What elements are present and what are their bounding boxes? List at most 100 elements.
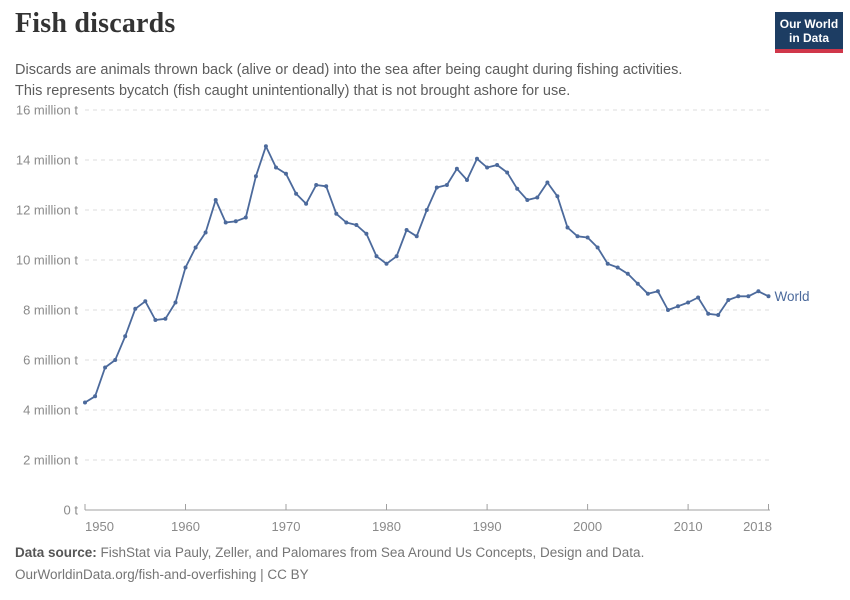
data-point-1958[interactable] — [163, 316, 168, 321]
data-point-1953[interactable] — [113, 358, 118, 362]
data-point-1987[interactable] — [454, 166, 459, 171]
logo-line-1: Our World — [779, 16, 839, 31]
data-point-1997[interactable] — [555, 194, 560, 199]
data-point-1996[interactable] — [545, 180, 550, 185]
data-point-1971[interactable] — [294, 191, 299, 196]
data-point-1954[interactable] — [123, 334, 128, 339]
data-point-2009[interactable] — [676, 304, 680, 309]
data-point-1979[interactable] — [374, 254, 379, 259]
data-point-1965[interactable] — [233, 219, 238, 224]
x-tick-label-2010: 2010 — [674, 519, 703, 534]
data-point-2002[interactable] — [605, 261, 610, 266]
x-tick-label-1980: 1980 — [372, 519, 401, 534]
data-point-1972[interactable] — [304, 201, 309, 206]
data-point-1966[interactable] — [243, 215, 248, 220]
footer-datasource-line: Data source: FishStat via Pauly, Zeller,… — [15, 542, 795, 564]
y-tick-label-10: 10 million t — [16, 253, 79, 268]
data-point-1984[interactable] — [424, 208, 429, 212]
world-series-line[interactable] — [84, 145, 770, 404]
y-tick-label-12: 12 million t — [16, 203, 79, 218]
data-point-1980[interactable] — [384, 261, 389, 266]
x-tick-label-1960: 1960 — [171, 519, 200, 534]
chart-footer: Data source: FishStat via Pauly, Zeller,… — [15, 542, 795, 586]
data-point-1964[interactable] — [223, 220, 228, 225]
x-tick-label-1990: 1990 — [473, 519, 502, 534]
data-point-2017[interactable] — [756, 289, 761, 294]
data-point-2001[interactable] — [595, 245, 600, 250]
data-point-1986[interactable] — [444, 183, 449, 187]
datasource-label: Data source: — [15, 545, 97, 560]
data-point-1995[interactable] — [535, 195, 540, 200]
data-point-1981[interactable] — [394, 254, 399, 259]
data-point-2006[interactable] — [645, 291, 650, 296]
data-point-1989[interactable] — [475, 156, 479, 161]
data-point-1973[interactable] — [314, 183, 319, 187]
data-point-2011[interactable] — [696, 295, 701, 300]
data-point-1976[interactable] — [344, 220, 349, 225]
data-point-1982[interactable] — [404, 228, 409, 232]
y-tick-label-6: 6 million t — [23, 353, 78, 368]
data-point-2012[interactable] — [706, 311, 711, 316]
data-point-1960[interactable] — [183, 265, 188, 270]
data-point-2018[interactable] — [766, 294, 771, 299]
x-tick-label-2018: 2018 — [743, 519, 772, 534]
owid-url-link[interactable]: OurWorldinData.org/fish-and-overfishing — [15, 567, 257, 582]
data-point-1992[interactable] — [505, 170, 510, 175]
y-tick-label-0: 0 t — [64, 503, 79, 518]
subtitle-line-1: Discards are animals thrown back (alive … — [15, 62, 683, 78]
footer-separator: | — [260, 567, 264, 582]
data-point-1994[interactable] — [525, 198, 530, 202]
data-point-1968[interactable] — [263, 144, 268, 149]
data-point-1952[interactable] — [103, 365, 108, 370]
data-point-2008[interactable] — [666, 308, 670, 312]
x-tick-label-1950: 1950 — [85, 519, 114, 534]
data-point-1970[interactable] — [284, 171, 288, 176]
x-tick-label-1970: 1970 — [272, 519, 301, 534]
data-point-1961[interactable] — [193, 245, 198, 250]
data-point-2010[interactable] — [686, 300, 691, 305]
data-point-1990[interactable] — [485, 165, 490, 170]
data-point-1998[interactable] — [565, 225, 570, 230]
y-tick-label-16: 16 million t — [16, 103, 79, 118]
data-point-1999[interactable] — [575, 234, 580, 239]
data-point-1985[interactable] — [434, 185, 439, 190]
data-point-1993[interactable] — [515, 186, 520, 191]
data-point-1975[interactable] — [334, 211, 339, 216]
data-point-2015[interactable] — [736, 294, 741, 299]
license-link[interactable]: CC BY — [267, 567, 309, 582]
data-point-2014[interactable] — [726, 298, 731, 302]
data-point-2007[interactable] — [655, 289, 660, 294]
data-point-2016[interactable] — [746, 294, 751, 299]
data-point-1956[interactable] — [143, 299, 148, 304]
page-title: Fish discards — [15, 8, 176, 39]
footer-license-line: OurWorldinData.org/fish-and-overfishing … — [15, 564, 795, 586]
data-point-1991[interactable] — [495, 163, 500, 167]
data-point-1951[interactable] — [93, 394, 98, 399]
data-point-2013[interactable] — [716, 313, 721, 317]
data-point-1957[interactable] — [153, 318, 158, 322]
data-point-1969[interactable] — [274, 165, 278, 170]
data-point-1962[interactable] — [203, 230, 208, 235]
y-tick-label-2: 2 million t — [23, 453, 78, 468]
chart-subtitle: Discards are animals thrown back (alive … — [15, 60, 682, 102]
data-point-1978[interactable] — [364, 231, 369, 236]
data-point-1988[interactable] — [465, 178, 469, 182]
data-point-2000[interactable] — [585, 235, 590, 240]
data-point-1974[interactable] — [324, 184, 329, 189]
data-point-1955[interactable] — [133, 306, 138, 311]
data-point-2004[interactable] — [625, 271, 630, 276]
data-point-1963[interactable] — [213, 198, 218, 202]
data-point-1959[interactable] — [173, 300, 178, 305]
data-point-1967[interactable] — [253, 174, 258, 179]
data-point-2005[interactable] — [635, 281, 640, 286]
logo-line-2: in Data — [788, 30, 829, 45]
datasource-text: FishStat via Pauly, Zeller, and Palomare… — [100, 545, 645, 560]
data-point-1983[interactable] — [414, 234, 419, 239]
data-point-1950[interactable] — [83, 400, 87, 405]
data-point-2003[interactable] — [615, 265, 620, 270]
data-point-1977[interactable] — [354, 223, 359, 227]
series-label-world[interactable]: World — [775, 289, 810, 304]
x-tick-label-2000: 2000 — [573, 519, 602, 534]
